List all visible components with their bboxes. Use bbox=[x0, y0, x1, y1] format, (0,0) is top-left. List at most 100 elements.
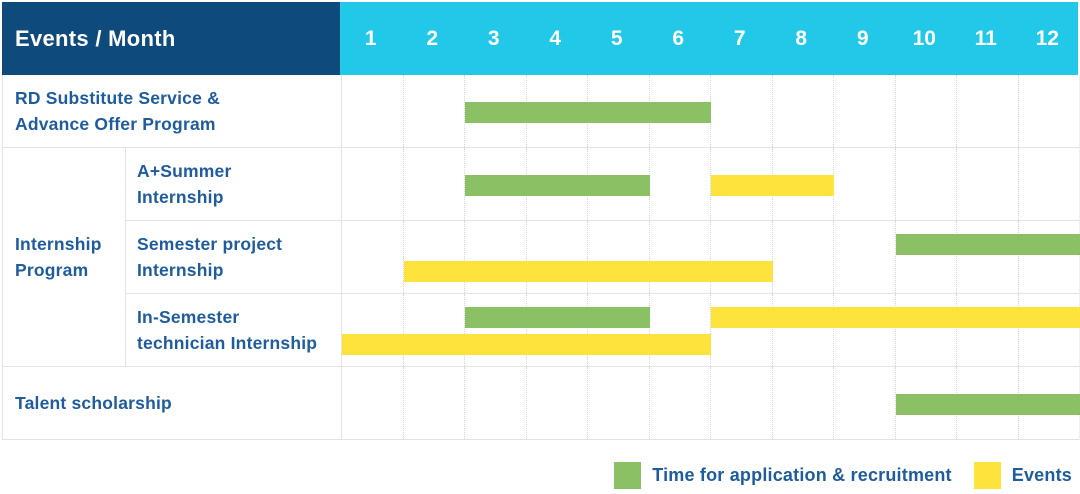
gantt-bar-event bbox=[403, 261, 773, 282]
month-header-cell: 5 bbox=[610, 26, 623, 50]
month-header-row: 1 2 3 4 5 6 7 8 9 10 11 12 bbox=[340, 2, 1078, 75]
month-grid-cell bbox=[402, 221, 465, 293]
month-grid-cell bbox=[894, 75, 957, 147]
month-grid-cell bbox=[464, 75, 526, 147]
schedule-table: Events / Month 1 2 3 4 5 6 7 8 9 10 11 12 RD Substi… bbox=[2, 2, 1080, 440]
month-grid-cell bbox=[402, 148, 465, 220]
month-header-cell: 10 bbox=[912, 26, 936, 50]
month-grid-cell bbox=[833, 367, 895, 439]
month-grid-cell bbox=[525, 221, 588, 293]
gantt-bar-recruitment bbox=[895, 394, 1080, 415]
row-label: RD Substitute Service & Advance Offer Pr… bbox=[15, 88, 220, 134]
month-grid-cell bbox=[710, 221, 772, 293]
month-grid-cell bbox=[710, 294, 772, 366]
month-grid-cell bbox=[771, 75, 834, 147]
month-grid-cell bbox=[771, 367, 834, 439]
corner-label: Events / Month bbox=[15, 25, 176, 51]
month-grid-cell bbox=[1017, 75, 1080, 147]
month-grid-cell bbox=[525, 294, 588, 366]
month-grid-cell bbox=[1017, 148, 1080, 220]
month-grid-strip bbox=[341, 294, 1080, 366]
legend-label-recruitment: Time for application & recruitment bbox=[652, 465, 952, 485]
row-group-label: Internship Program bbox=[3, 148, 126, 367]
legend: Time for application & recruitment Event… bbox=[614, 460, 1072, 491]
month-grid-cell bbox=[464, 294, 526, 366]
month-grid-cell bbox=[342, 294, 403, 366]
month-grid-cell bbox=[956, 75, 1018, 147]
row-label: Talent scholarship bbox=[15, 393, 172, 413]
legend-swatch-events-icon bbox=[973, 462, 1001, 489]
month-header-cell: 12 bbox=[1035, 26, 1059, 50]
month-header-cell: 2 bbox=[426, 26, 439, 50]
month-grid-cell bbox=[648, 367, 711, 439]
legend-item-events: Events bbox=[973, 462, 1072, 489]
row-label: In-Semester technician Internship bbox=[137, 307, 318, 353]
month-header-cell: 9 bbox=[856, 26, 869, 50]
month-grid-strip bbox=[341, 367, 1080, 439]
gantt-row: In-Semester technician Internship bbox=[3, 294, 1080, 367]
month-grid-cell bbox=[833, 294, 895, 366]
month-grid-cell bbox=[402, 367, 465, 439]
month-grid-cell bbox=[587, 294, 649, 366]
gantt-bar-recruitment bbox=[895, 234, 1080, 255]
month-grid-cell bbox=[342, 148, 403, 220]
legend-swatch-recruitment-icon bbox=[614, 462, 642, 489]
gantt-row: Semester project Internship bbox=[3, 221, 1080, 294]
month-grid-cell bbox=[956, 294, 1018, 366]
month-grid-strip bbox=[341, 221, 1080, 293]
gantt-bar-recruitment bbox=[465, 175, 650, 196]
month-grid-cell bbox=[464, 367, 526, 439]
gantt-row: A+Summer Internship bbox=[3, 148, 1079, 221]
month-header-cell: 7 bbox=[733, 26, 746, 50]
month-grid-cell bbox=[525, 367, 588, 439]
month-grid-cell bbox=[894, 148, 957, 220]
table-corner-header: Events / Month bbox=[2, 2, 340, 75]
month-header-cell: 1 bbox=[364, 26, 377, 50]
month-grid-cell bbox=[648, 221, 711, 293]
legend-item-recruitment: Time for application & recruitment bbox=[614, 462, 952, 489]
month-grid-cell bbox=[710, 367, 772, 439]
month-grid-strip bbox=[341, 75, 1079, 147]
month-grid-cell bbox=[833, 148, 895, 220]
month-grid-cell bbox=[402, 294, 465, 366]
gantt-row: RD Substitute Service & Advance Offer Pr… bbox=[3, 75, 1079, 148]
month-grid-cell bbox=[648, 148, 711, 220]
month-header-cell: 4 bbox=[549, 26, 562, 50]
gantt-bar-recruitment bbox=[465, 102, 711, 123]
month-grid-cell bbox=[710, 148, 772, 220]
table-header-row: Events / Month 1 2 3 4 5 6 7 8 9 10 11 12 bbox=[2, 2, 1078, 75]
month-grid-cell bbox=[710, 75, 772, 147]
gantt-bar-recruitment bbox=[465, 307, 650, 328]
month-grid-cell bbox=[771, 221, 834, 293]
row-label: A+Summer Internship bbox=[137, 161, 232, 207]
gantt-bar-event bbox=[711, 175, 834, 196]
month-header-cell: 6 bbox=[672, 26, 685, 50]
month-grid-cell bbox=[464, 148, 526, 220]
gantt-bar-event bbox=[342, 334, 711, 355]
month-grid-cell bbox=[648, 294, 711, 366]
month-grid-cell bbox=[402, 75, 465, 147]
month-grid-cell bbox=[833, 221, 895, 293]
month-grid-cell bbox=[587, 367, 649, 439]
month-grid-cell bbox=[771, 294, 834, 366]
gantt-row: Talent scholarship bbox=[3, 367, 1080, 440]
month-header-cell: 11 bbox=[974, 26, 997, 50]
month-grid-cell bbox=[894, 367, 957, 439]
month-grid-cell bbox=[587, 221, 649, 293]
month-grid-cell bbox=[464, 221, 526, 293]
month-grid-cell bbox=[342, 75, 403, 147]
month-grid-cell bbox=[894, 294, 957, 366]
month-grid-cell bbox=[1017, 221, 1080, 293]
month-header-cell: 8 bbox=[795, 26, 808, 50]
month-grid-cell bbox=[833, 75, 895, 147]
month-grid-strip bbox=[341, 148, 1079, 220]
month-grid-cell bbox=[956, 221, 1018, 293]
month-grid-cell bbox=[894, 221, 957, 293]
month-grid-cell bbox=[1017, 294, 1080, 366]
month-header-cell: 3 bbox=[487, 26, 500, 50]
month-grid-cell bbox=[342, 221, 403, 293]
month-grid-cell bbox=[956, 148, 1018, 220]
gantt-bar-event bbox=[711, 307, 1080, 328]
row-label: Semester project Internship bbox=[137, 234, 283, 280]
month-grid-cell bbox=[342, 367, 403, 439]
